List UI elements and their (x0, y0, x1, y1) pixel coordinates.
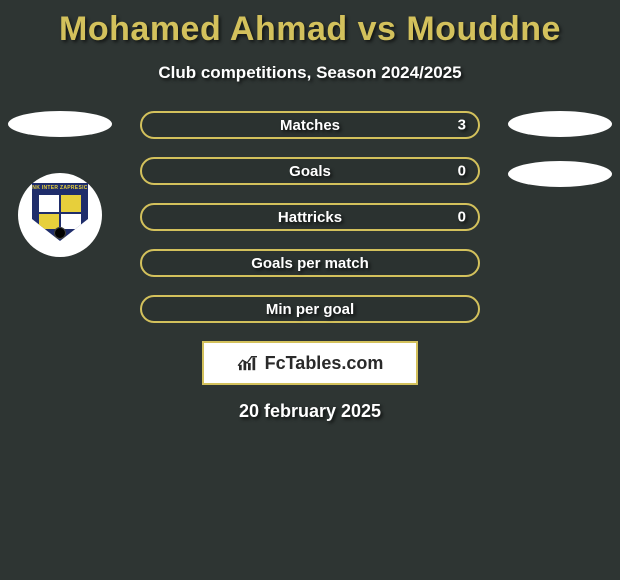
stat-label: Min per goal (266, 301, 354, 318)
bar-chart-icon (237, 354, 259, 372)
brand-name: FcTables.com (265, 353, 384, 374)
stat-row-min-per-goal: Min per goal (140, 295, 480, 323)
stat-label: Goals per match (251, 255, 369, 272)
comparison-panel: NK INTER ZAPRESIC Matches 3 Goals 0 (0, 111, 620, 422)
stat-right-value: 0 (458, 209, 466, 226)
stat-label: Goals (289, 163, 331, 180)
shield-icon: NK INTER ZAPRESIC (32, 183, 88, 247)
club-badge: NK INTER ZAPRESIC (18, 173, 102, 257)
player-right-placeholder-2 (508, 161, 612, 187)
stat-row-hattricks: Hattricks 0 (140, 203, 480, 231)
page-title: Mohamed Ahmad vs Mouddne (0, 0, 620, 49)
stat-row-matches: Matches 3 (140, 111, 480, 139)
club-badge-label: NK INTER ZAPRESIC (32, 185, 88, 191)
brand-link[interactable]: FcTables.com (202, 341, 418, 385)
player-left-placeholder (8, 111, 112, 137)
stat-row-goals-per-match: Goals per match (140, 249, 480, 277)
stat-right-value: 0 (458, 163, 466, 180)
stat-row-goals: Goals 0 (140, 157, 480, 185)
stats-list: Matches 3 Goals 0 Hattricks 0 Goals per … (140, 111, 480, 323)
subtitle: Club competitions, Season 2024/2025 (0, 63, 620, 83)
player-right-placeholder (508, 111, 612, 137)
stat-right-value: 3 (458, 117, 466, 134)
date-label: 20 february 2025 (0, 401, 620, 422)
stat-label: Matches (280, 117, 340, 134)
stat-label: Hattricks (278, 209, 342, 226)
